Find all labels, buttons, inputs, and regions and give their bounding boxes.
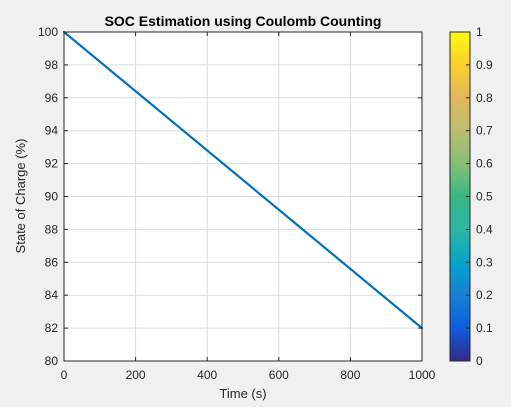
colorbar: 0 0.1 0.2 0.3 0.4 0.5 0.6 0.7 0.8 0.9 1	[449, 25, 493, 368]
colorbar-tick-label: 0.7	[476, 124, 493, 138]
colorbar-tick-label: 0.2	[476, 288, 493, 302]
y-tick-label: 90	[45, 190, 59, 204]
y-tick-label: 82	[45, 321, 59, 335]
colorbar-tick-label: 0.4	[476, 222, 493, 236]
y-tick-label: 88	[45, 222, 59, 236]
colorbar-tick-label: 0.6	[476, 157, 493, 171]
y-tick-label: 84	[45, 288, 59, 302]
chart-title: SOC Estimation using Coulomb Counting	[105, 13, 382, 29]
colorbar-tick-label: 1	[476, 25, 483, 39]
y-tick-label: 80	[45, 354, 59, 368]
colorbar-tick-label: 0.8	[476, 91, 493, 105]
x-tick-label: 600	[269, 368, 289, 382]
series-layer	[62, 30, 424, 330]
y-axis-label: State of Charge (%)	[13, 139, 28, 254]
y-tick-label: 92	[45, 157, 59, 171]
y-tick-label: 96	[45, 91, 59, 105]
colorbar-tick-label: 0.1	[476, 321, 493, 335]
x-tick-label: 1000	[409, 368, 436, 382]
x-tick-label: 0	[61, 368, 68, 382]
x-tick-group: 0 200 400 600 800 1000	[61, 32, 436, 382]
y-tick-label: 100	[38, 25, 58, 39]
y-grid	[64, 64, 422, 329]
y-tick-label: 98	[45, 58, 59, 72]
y-tick-label: 86	[45, 255, 59, 269]
x-axis-label: Time (s)	[219, 386, 266, 401]
colorbar-tick-label: 0.9	[476, 58, 493, 72]
soc-series-line	[62, 30, 424, 330]
x-tick-label: 400	[197, 368, 217, 382]
x-tick-label: 800	[340, 368, 360, 382]
plot-axes: 0 200 400 600 800 1000 80 82 84 86 88 90 92 94 96 98 10…	[38, 25, 436, 382]
colorbar-tick-group: 0 0.1 0.2 0.3 0.4 0.5 0.6 0.7 0.8 0.9 1	[466, 25, 493, 368]
colorbar-tick-label: 0	[476, 354, 483, 368]
x-tick-label: 200	[126, 368, 146, 382]
colorbar-tick-label: 0.3	[476, 255, 493, 269]
y-tick-label: 94	[45, 124, 59, 138]
colorbar-tick-label: 0.5	[476, 190, 493, 204]
y-tick-group: 80 82 84 86 88 90 92 94 96 98 100	[38, 25, 422, 368]
